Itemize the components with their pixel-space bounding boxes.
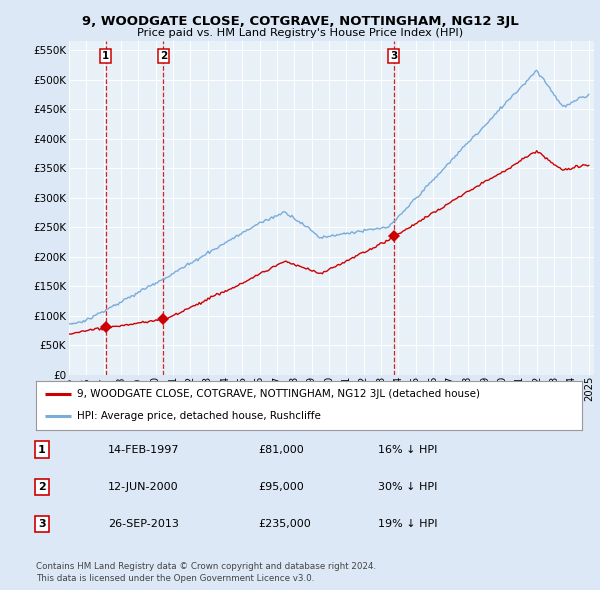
Text: 30% ↓ HPI: 30% ↓ HPI bbox=[378, 482, 437, 491]
Text: 1: 1 bbox=[38, 445, 46, 454]
Text: 2: 2 bbox=[38, 482, 46, 491]
Text: 3: 3 bbox=[390, 51, 397, 61]
Text: Price paid vs. HM Land Registry's House Price Index (HPI): Price paid vs. HM Land Registry's House … bbox=[137, 28, 463, 38]
Text: HPI: Average price, detached house, Rushcliffe: HPI: Average price, detached house, Rush… bbox=[77, 411, 321, 421]
Text: 1: 1 bbox=[102, 51, 109, 61]
Text: 9, WOODGATE CLOSE, COTGRAVE, NOTTINGHAM, NG12 3JL (detached house): 9, WOODGATE CLOSE, COTGRAVE, NOTTINGHAM,… bbox=[77, 389, 480, 399]
Text: £95,000: £95,000 bbox=[258, 482, 304, 491]
Text: £235,000: £235,000 bbox=[258, 519, 311, 529]
Text: 9, WOODGATE CLOSE, COTGRAVE, NOTTINGHAM, NG12 3JL: 9, WOODGATE CLOSE, COTGRAVE, NOTTINGHAM,… bbox=[82, 15, 518, 28]
Text: 12-JUN-2000: 12-JUN-2000 bbox=[108, 482, 179, 491]
Text: 2: 2 bbox=[160, 51, 167, 61]
Text: 19% ↓ HPI: 19% ↓ HPI bbox=[378, 519, 437, 529]
Text: £81,000: £81,000 bbox=[258, 445, 304, 454]
Text: 26-SEP-2013: 26-SEP-2013 bbox=[108, 519, 179, 529]
Text: 14-FEB-1997: 14-FEB-1997 bbox=[108, 445, 179, 454]
Text: 3: 3 bbox=[38, 519, 46, 529]
Text: 16% ↓ HPI: 16% ↓ HPI bbox=[378, 445, 437, 454]
Text: Contains HM Land Registry data © Crown copyright and database right 2024.
This d: Contains HM Land Registry data © Crown c… bbox=[36, 562, 376, 583]
